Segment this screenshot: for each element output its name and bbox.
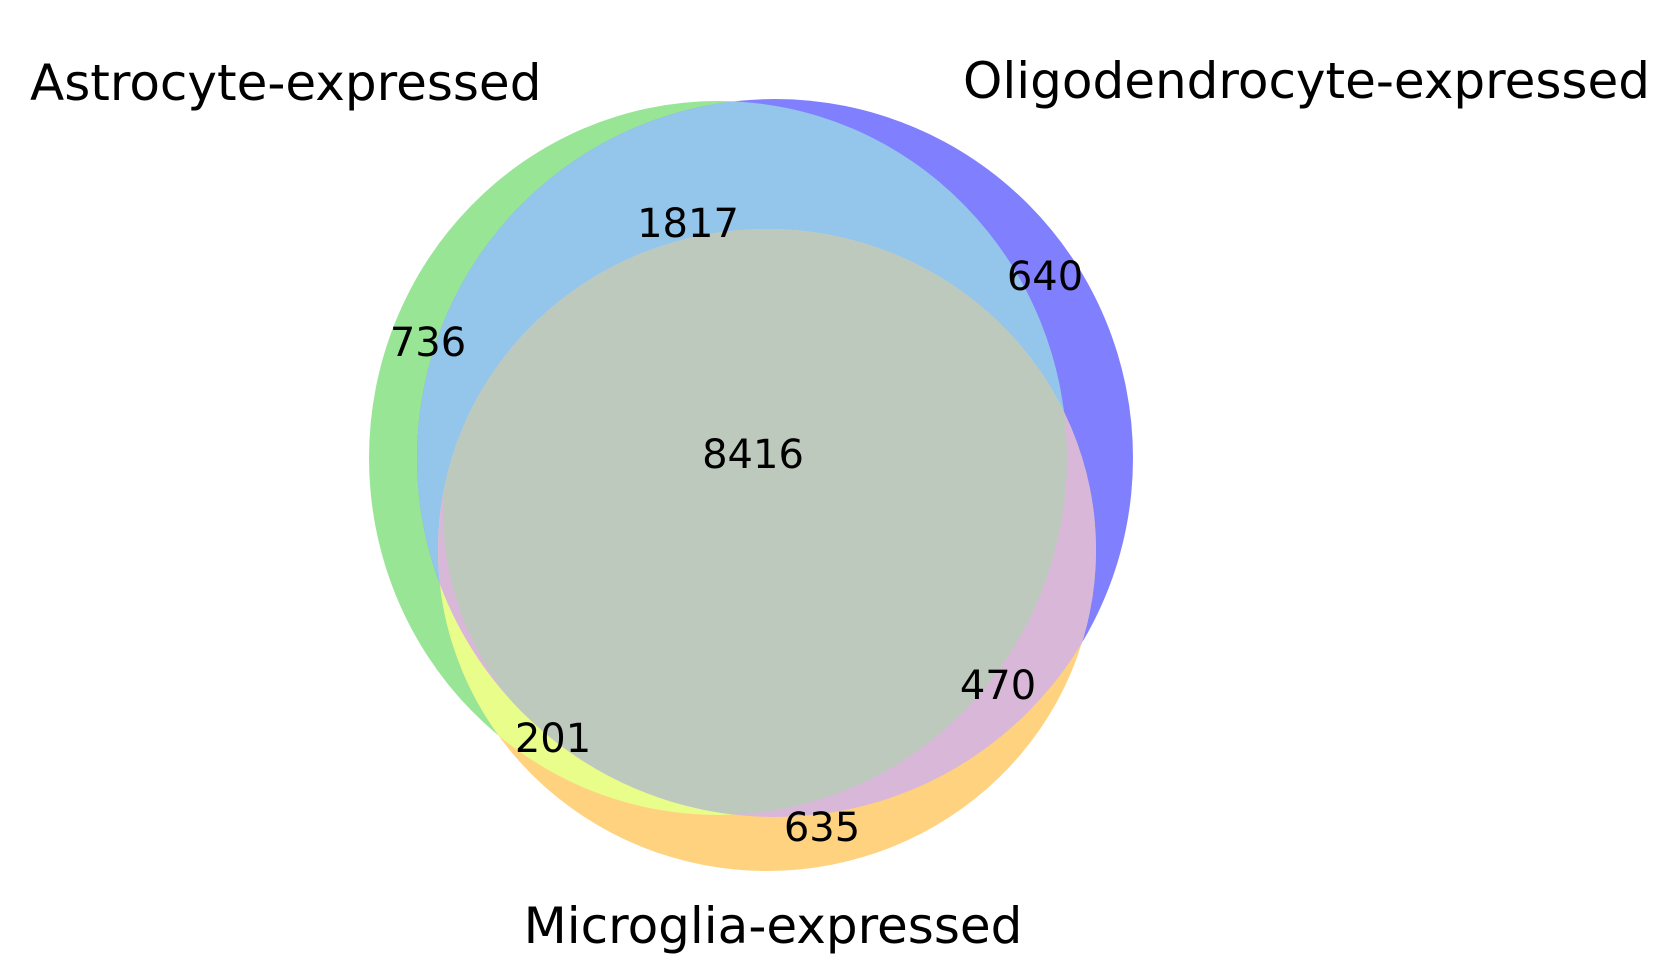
count-all-three: 8416 <box>702 432 804 478</box>
label-astrocyte-expressed: Astrocyte-expressed <box>30 54 541 112</box>
count-astro-micro: 201 <box>515 716 591 762</box>
label-microglia-expressed: Microglia-expressed <box>524 897 1023 955</box>
count-micro-only: 635 <box>784 805 860 851</box>
label-oligodendrocyte-expressed: Oligodendrocyte-expressed <box>963 52 1650 110</box>
count-oligo-micro: 470 <box>960 663 1036 709</box>
count-oligo-only: 640 <box>1007 254 1083 300</box>
count-astro-only: 736 <box>390 320 466 366</box>
overlap-all-three <box>443 229 1067 815</box>
count-astro-oligo: 1817 <box>637 201 739 247</box>
